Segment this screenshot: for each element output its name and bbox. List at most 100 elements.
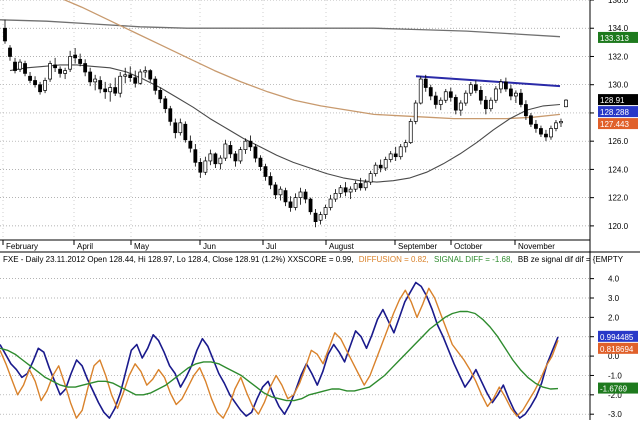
info-bar-diffusion: DIFFUSION = 0.82,: [359, 255, 429, 264]
candle-body: [323, 207, 328, 215]
candle-body: [128, 74, 133, 78]
candle: [78, 53, 83, 67]
candle-body: [98, 80, 103, 90]
candle: [148, 69, 153, 82]
candle: [43, 77, 47, 94]
value-badge-label: 128.91: [600, 96, 625, 105]
value-badge: 0.818694: [598, 342, 638, 354]
candle: [173, 118, 178, 139]
value-badge-label: 127.443: [600, 120, 629, 129]
candle: [514, 90, 518, 104]
candle: [468, 81, 473, 96]
candle-body: [8, 47, 12, 57]
signal-diff-line: [0, 310, 559, 402]
candle: [198, 158, 203, 178]
month-label: October: [454, 242, 483, 251]
candle-body: [208, 153, 213, 162]
value-badge-label: -1.6769: [600, 385, 628, 394]
candle-body: [428, 87, 433, 97]
candle-body: [433, 95, 438, 105]
candle-body: [554, 122, 558, 129]
candle-body: [223, 143, 228, 159]
price-tick-label: 134.0: [608, 24, 629, 33]
candle: [28, 72, 32, 84]
candle: [243, 138, 248, 154]
candle: [534, 120, 538, 133]
candle: [443, 88, 448, 104]
value-badge-label: 0.994485: [600, 333, 634, 342]
candle-body: [318, 214, 323, 221]
candle: [268, 172, 273, 190]
candle-body: [453, 97, 458, 111]
candle: [13, 57, 17, 74]
candle-body: [313, 212, 318, 222]
candle: [313, 208, 318, 228]
value-badge: 133.313: [598, 31, 638, 43]
indicator-pane: [0, 278, 590, 419]
candle: [549, 125, 553, 140]
candle-body: [138, 71, 143, 84]
candle-body: [273, 184, 278, 196]
candle: [308, 197, 313, 215]
candle-body: [388, 153, 393, 160]
candle: [278, 186, 283, 201]
indicator-lines: [0, 281, 559, 419]
candle-body: [564, 99, 568, 108]
candle-body: [534, 123, 538, 129]
candle: [554, 120, 558, 132]
candle-body: [258, 157, 263, 167]
candle-body: [549, 128, 553, 138]
candle-body: [183, 123, 188, 141]
candle: [163, 96, 168, 113]
price-tick-label: 124.0: [608, 165, 629, 174]
value-badge: 127.443: [598, 118, 638, 130]
candle: [458, 100, 463, 116]
candle-body: [248, 140, 253, 148]
candle: [388, 151, 393, 163]
candle: [93, 74, 98, 91]
candle: [33, 76, 37, 88]
candle-body: [283, 190, 288, 203]
candle-body: [193, 149, 198, 163]
candle: [53, 57, 57, 72]
candle-body: [123, 74, 128, 77]
ma-long-brown-line: [63, 0, 561, 120]
candle-body: [33, 80, 37, 86]
candle-body: [48, 63, 52, 80]
candle: [393, 146, 398, 161]
candle-body: [458, 102, 463, 111]
candle-body: [343, 187, 348, 193]
value-badge-label: 133.313: [600, 34, 629, 43]
candle-body: [463, 92, 468, 104]
candle-body: [368, 173, 373, 183]
candle-body: [263, 166, 268, 177]
candle: [138, 69, 143, 85]
candle: [208, 149, 213, 166]
indicator-gridlines: [0, 278, 590, 415]
month-label: May: [134, 242, 149, 251]
candle-body: [218, 157, 223, 165]
candle-body: [519, 92, 523, 105]
value-badge-box: [598, 342, 638, 354]
price-tick-label: 136.0: [608, 0, 629, 5]
candle-body: [498, 81, 503, 90]
candle-body: [468, 84, 473, 94]
xxscore-line: [0, 281, 559, 419]
candle: [498, 79, 503, 94]
candle-body: [529, 115, 533, 125]
candle-body: [448, 91, 453, 98]
info-bar-prefix: FXE - Daily 23.11.2012 Open 128.44, Hi 1…: [3, 255, 354, 264]
candle: [328, 194, 333, 211]
candle-body: [478, 90, 483, 101]
trendline-segment: [415, 75, 561, 88]
candle: [544, 129, 548, 142]
value-badge: 0.994485: [598, 330, 638, 342]
value-badge-box: [598, 330, 638, 342]
candle-body: [413, 102, 418, 122]
candle: [88, 67, 93, 87]
candle: [133, 70, 138, 88]
value-badge-box: [598, 118, 638, 130]
candle-body: [358, 183, 363, 189]
